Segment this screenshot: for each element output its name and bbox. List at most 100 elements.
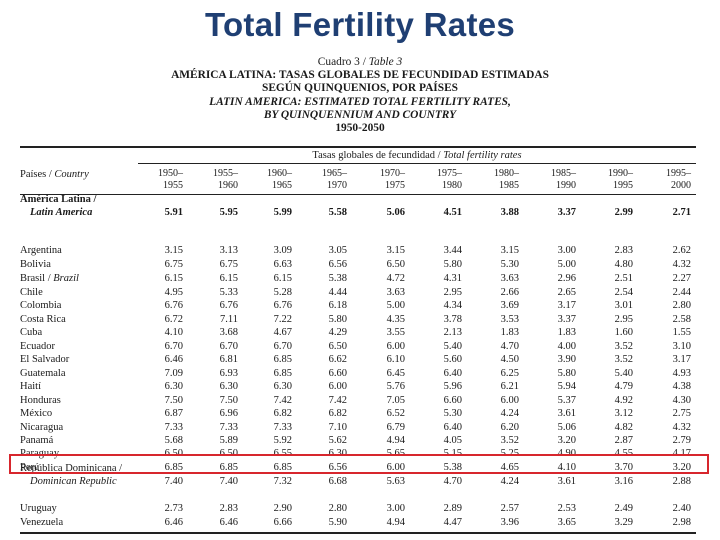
rate-cell: 2.80 <box>672 300 691 311</box>
rate-cell: 5.80 <box>557 368 576 379</box>
rate-cell: 5.40 <box>614 368 633 379</box>
rate-cell: 2.44 <box>672 287 691 298</box>
table-row: Panamá 5.68 5.89 5.92 5.62 4.94 4.05 3.52 3.20 2.… <box>0 434 720 447</box>
rate-cell: 4.70 <box>500 341 519 352</box>
rate-cell: 5.25 <box>500 448 519 459</box>
country-name: Paraguay <box>20 447 59 460</box>
period-header: 1965– 1970 <box>301 168 347 191</box>
rate-cell: 6.40 <box>443 422 462 433</box>
rate-cell: 4.05 <box>443 435 462 446</box>
rate-cell: 1.83 <box>500 327 519 338</box>
rate-cell: 3.90 <box>557 354 576 365</box>
rate-cell: 6.76 <box>273 300 292 311</box>
rate-cell: 6.56 <box>328 259 347 270</box>
rate-cell: 5.99 <box>273 207 292 218</box>
rate-cell: 3.00 <box>386 503 405 514</box>
table-row: Bolivia 6.75 6.75 6.63 6.56 6.50 5.80 5.30 5.00 4… <box>0 258 720 271</box>
rate-cell: 3.15 <box>386 245 405 256</box>
rate-cell: 4.47 <box>443 517 462 528</box>
country-name: República Dominicana / Dominican Republi… <box>20 462 122 488</box>
country-name: Perú <box>20 461 39 474</box>
rate-cell: 2.73 <box>164 503 183 514</box>
rate-cell: 3.63 <box>500 273 519 284</box>
table-row-highlighted: Perú 6.85 6.85 6.85 6.56 6.00 5.38 4.65 4.10 3.70… <box>0 461 720 474</box>
rate-cell: 7.05 <box>386 395 405 406</box>
period-start: 1955– <box>213 168 238 179</box>
country-name: Uruguay <box>20 502 57 515</box>
rate-cell: 4.10 <box>164 327 183 338</box>
rate-cell: 5.30 <box>443 408 462 419</box>
country-name-es: Costa Rica <box>20 314 66 325</box>
table-row: Haití 6.30 6.30 6.30 6.00 5.76 5.96 6.21 5.94 4.7… <box>0 380 720 393</box>
rate-cell: 6.15 <box>219 273 238 284</box>
rate-cell: 5.38 <box>328 273 347 284</box>
country-name-es: Nicaragua <box>20 422 64 433</box>
rate-cell: 5.96 <box>443 381 462 392</box>
rate-cell: 2.99 <box>614 207 633 218</box>
rate-cell: 7.33 <box>164 422 183 433</box>
rate-cell: 2.54 <box>614 287 633 298</box>
rate-cell: 6.70 <box>164 341 183 352</box>
rate-cell: 6.00 <box>500 395 519 406</box>
rate-cell: 4.92 <box>614 395 633 406</box>
rate-cell: 4.94 <box>386 517 405 528</box>
rate-cell: 3.88 <box>500 207 519 218</box>
rate-cell: 6.62 <box>328 354 347 365</box>
rate-cell: 6.56 <box>328 462 347 473</box>
country-header-es: Países / <box>20 169 55 180</box>
rate-cell: 7.09 <box>164 368 183 379</box>
rate-cell: 2.40 <box>672 503 691 514</box>
country-name: Nicaragua <box>20 421 63 434</box>
rate-cell: 6.50 <box>386 259 405 270</box>
rate-cell: 4.67 <box>273 327 292 338</box>
country-name: Haití <box>20 380 41 393</box>
rate-cell: 3.55 <box>386 327 405 338</box>
period-header: 1950– 1955 <box>137 168 183 191</box>
table-caption: Cuadro 3 / Table 3 AMÉRICA LATINA: TASAS… <box>0 56 720 135</box>
rate-cell: 6.46 <box>164 354 183 365</box>
rate-cell: 7.32 <box>273 476 292 487</box>
rate-cell: 5.80 <box>328 314 347 325</box>
rate-cell: 6.45 <box>386 368 405 379</box>
rate-cell: 6.30 <box>219 381 238 392</box>
rate-cell: 7.40 <box>219 476 238 487</box>
table-row: América Latina / Latin America 5.91 5.95 5.… <box>0 194 720 219</box>
rate-cell: 2.27 <box>672 273 691 284</box>
rate-cell: 6.82 <box>328 408 347 419</box>
table-row: Uruguay 2.73 2.83 2.90 2.80 3.00 2.89 2.57 2.53 2… <box>0 502 720 515</box>
rate-cell: 5.90 <box>328 517 347 528</box>
period-end: 1970 <box>327 179 347 191</box>
rate-cell: 3.15 <box>164 245 183 256</box>
rate-cell: 6.93 <box>219 368 238 379</box>
rate-cell: 4.10 <box>557 462 576 473</box>
country-name: América Latina / Latin America <box>20 193 96 219</box>
rate-cell: 6.00 <box>328 381 347 392</box>
country-name: Guatemala <box>20 367 65 380</box>
rate-cell: 6.20 <box>500 422 519 433</box>
rate-cell: 6.10 <box>386 354 405 365</box>
period-start: 1995– <box>666 168 691 179</box>
rate-cell: 1.83 <box>557 327 576 338</box>
table-number-en: Table 3 <box>368 56 403 68</box>
rate-cell: 5.76 <box>386 381 405 392</box>
period-header: 1990– 1995 <box>587 168 633 191</box>
country-header-en: Country <box>54 169 89 180</box>
table-bottom-rule <box>20 532 696 534</box>
caption-title-en-2: BY QUINQUENNIUM AND COUNTRY <box>263 108 457 121</box>
period-end: 1960 <box>218 179 238 191</box>
rate-cell: 2.98 <box>672 517 691 528</box>
rate-cell: 3.52 <box>614 354 633 365</box>
period-end: 1990 <box>556 179 576 191</box>
rate-cell: 4.82 <box>614 422 633 433</box>
rate-cell: 5.91 <box>164 207 183 218</box>
rate-cell: 2.95 <box>614 314 633 325</box>
rate-cell: 3.09 <box>273 245 292 256</box>
period-header: 1960– 1965 <box>246 168 292 191</box>
country-name: Venezuela <box>20 516 63 529</box>
country-name-es: Colombia <box>20 300 62 311</box>
rate-cell: 3.52 <box>614 341 633 352</box>
rate-cell: 2.87 <box>614 435 633 446</box>
rate-cell: 5.58 <box>328 207 347 218</box>
country-name: Colombia <box>20 299 61 312</box>
rate-cell: 7.11 <box>220 314 238 325</box>
